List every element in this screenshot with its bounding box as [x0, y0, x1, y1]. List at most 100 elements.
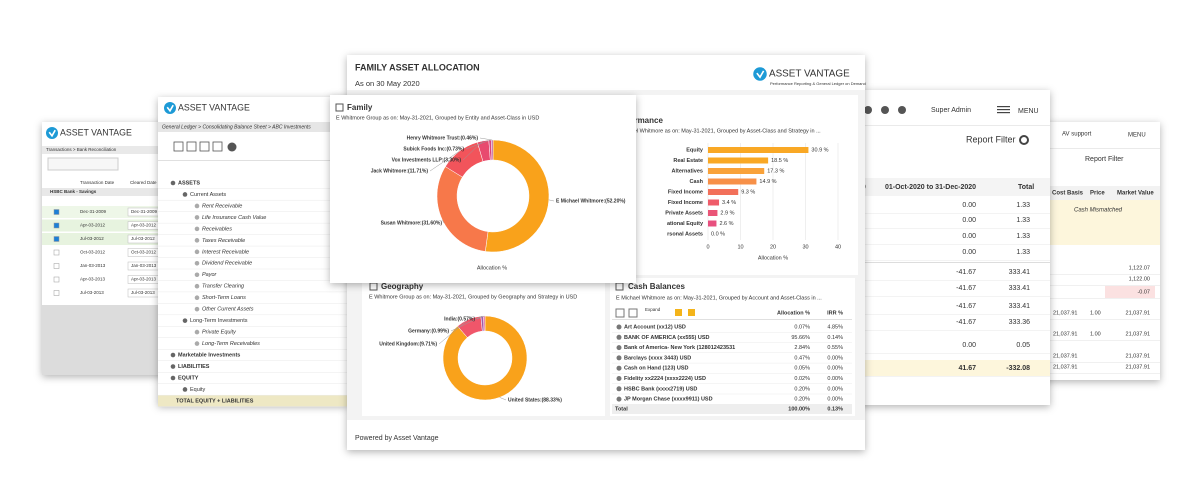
label: Transfer Clearing: [202, 284, 245, 290]
label: Allocation %: [777, 310, 810, 316]
label: Jan-03-2013: [131, 263, 157, 268]
logo-check: [756, 70, 765, 79]
label[interactable]: MENU: [1128, 133, 1146, 139]
expand-toggle: [616, 386, 622, 392]
label: 0.14%: [827, 335, 843, 341]
x-tick-label: 20: [770, 244, 776, 250]
label[interactable]: Super Admin: [931, 107, 971, 114]
expand-toggle: [616, 345, 622, 351]
row-line: [855, 260, 1050, 261]
label: 21,037.91: [1053, 353, 1077, 359]
segment-label: Susan Whitmore:(31.60%): [381, 220, 443, 226]
label: 333.41: [1009, 303, 1031, 310]
row-line: [1040, 274, 1160, 275]
label: 21,037.91: [1126, 353, 1150, 359]
label: Jul-03-2012: [131, 236, 155, 241]
panel-bg: [158, 97, 348, 405]
label: Long-Term Receivables: [202, 341, 260, 347]
label: Oct-03-2012: [131, 250, 157, 255]
label: 0.00: [962, 202, 976, 209]
label: 4.85%: [827, 324, 843, 330]
toolbar-icon: [628, 308, 638, 318]
checkbox: [53, 236, 60, 242]
info-icon: [227, 142, 237, 152]
row-line: [855, 213, 1050, 214]
donut-segment: [485, 139, 550, 253]
checkbox: [53, 276, 60, 283]
label: 1.33: [1016, 233, 1030, 240]
label: Interest Receivable: [202, 249, 249, 255]
label: Payor: [202, 272, 218, 278]
label: -41.67: [956, 269, 976, 276]
label: Performance: [614, 116, 663, 125]
logo-text: ASSET VANTAGE: [178, 102, 250, 112]
label: Total: [615, 406, 628, 412]
logo-icon: [164, 102, 176, 114]
checkbox: [53, 290, 60, 296]
tree-toggle: [194, 215, 200, 220]
bar: [708, 178, 757, 185]
breadcrumb-bar: [158, 122, 348, 132]
tree-toggle: [194, 238, 200, 243]
label[interactable]: Expand: [645, 307, 661, 312]
gear-icon: [1019, 135, 1029, 145]
tree-toggle: [170, 364, 176, 369]
logo-icon: [46, 127, 58, 139]
data-label: 0.0 %: [711, 231, 725, 237]
label: Price: [1090, 191, 1105, 197]
row-line: [855, 353, 1050, 354]
label: E Michael Whitmore as on: May-31-2021, G…: [614, 128, 821, 134]
category-label: Real Estate: [673, 158, 703, 164]
label: 0.00: [962, 217, 976, 224]
expand-toggle: [616, 324, 622, 330]
label: Taxes Receivable: [202, 238, 245, 244]
data-label: 30.9 %: [811, 147, 828, 153]
label: Art Account (xx12) USD: [624, 324, 686, 330]
label: 333.41: [1009, 269, 1031, 276]
donut-segment: [442, 315, 528, 401]
donut-segment: [483, 315, 486, 332]
label[interactable]: Report Filter: [966, 134, 1016, 144]
checkbox: [53, 222, 60, 229]
logo-text: ASSET VANTAGE: [769, 69, 850, 80]
expand-toggle: [616, 376, 622, 381]
category-label: Private Assets: [665, 210, 703, 216]
label: 1.33: [1016, 202, 1030, 209]
label: Family: [347, 103, 373, 112]
label: 1.00: [1090, 310, 1101, 316]
box: [158, 160, 348, 161]
label[interactable]: AV support: [1062, 132, 1092, 138]
panel-bg: [855, 90, 1050, 405]
label: Jul-03-2013: [131, 290, 155, 295]
label: 1.00: [1090, 331, 1101, 337]
label: Fidelity xx2224 (xxxx2224) USD: [624, 376, 706, 382]
label: Other Current Assets: [202, 307, 254, 313]
label: 0.00: [962, 249, 976, 256]
label: Cash Balances: [628, 282, 685, 291]
tree-toggle: [194, 329, 200, 335]
tree-toggle: [194, 306, 200, 312]
data-label: 18.5 %: [771, 158, 788, 164]
data-label: 14.9 %: [759, 179, 776, 185]
account-bar: [42, 188, 200, 196]
label: Apr-03-2012: [80, 223, 106, 228]
card-bg: [330, 95, 636, 283]
label: 21,037.91: [1126, 310, 1150, 316]
expand-toggle: [616, 396, 622, 402]
label: Equity: [190, 387, 206, 393]
widget-icon: [335, 103, 344, 112]
bar: [708, 220, 717, 227]
checkbox: [53, 209, 60, 215]
label[interactable]: MENU: [1018, 108, 1039, 115]
label[interactable]: Report Filter: [1085, 156, 1124, 163]
label: JP Morgan Chase (xxxx9911) USD: [624, 397, 713, 403]
label: 41.67: [958, 365, 976, 372]
label: 21,037.91: [1126, 331, 1150, 337]
row-line: [855, 296, 1050, 297]
label: Market Value: [1117, 191, 1154, 197]
logo-icon: [753, 67, 767, 81]
label: 01-Oct-2020 to 31-Dec-2020: [885, 184, 976, 191]
label: Life Insurance Cash Value: [202, 215, 266, 221]
expand-toggle: [616, 355, 622, 361]
